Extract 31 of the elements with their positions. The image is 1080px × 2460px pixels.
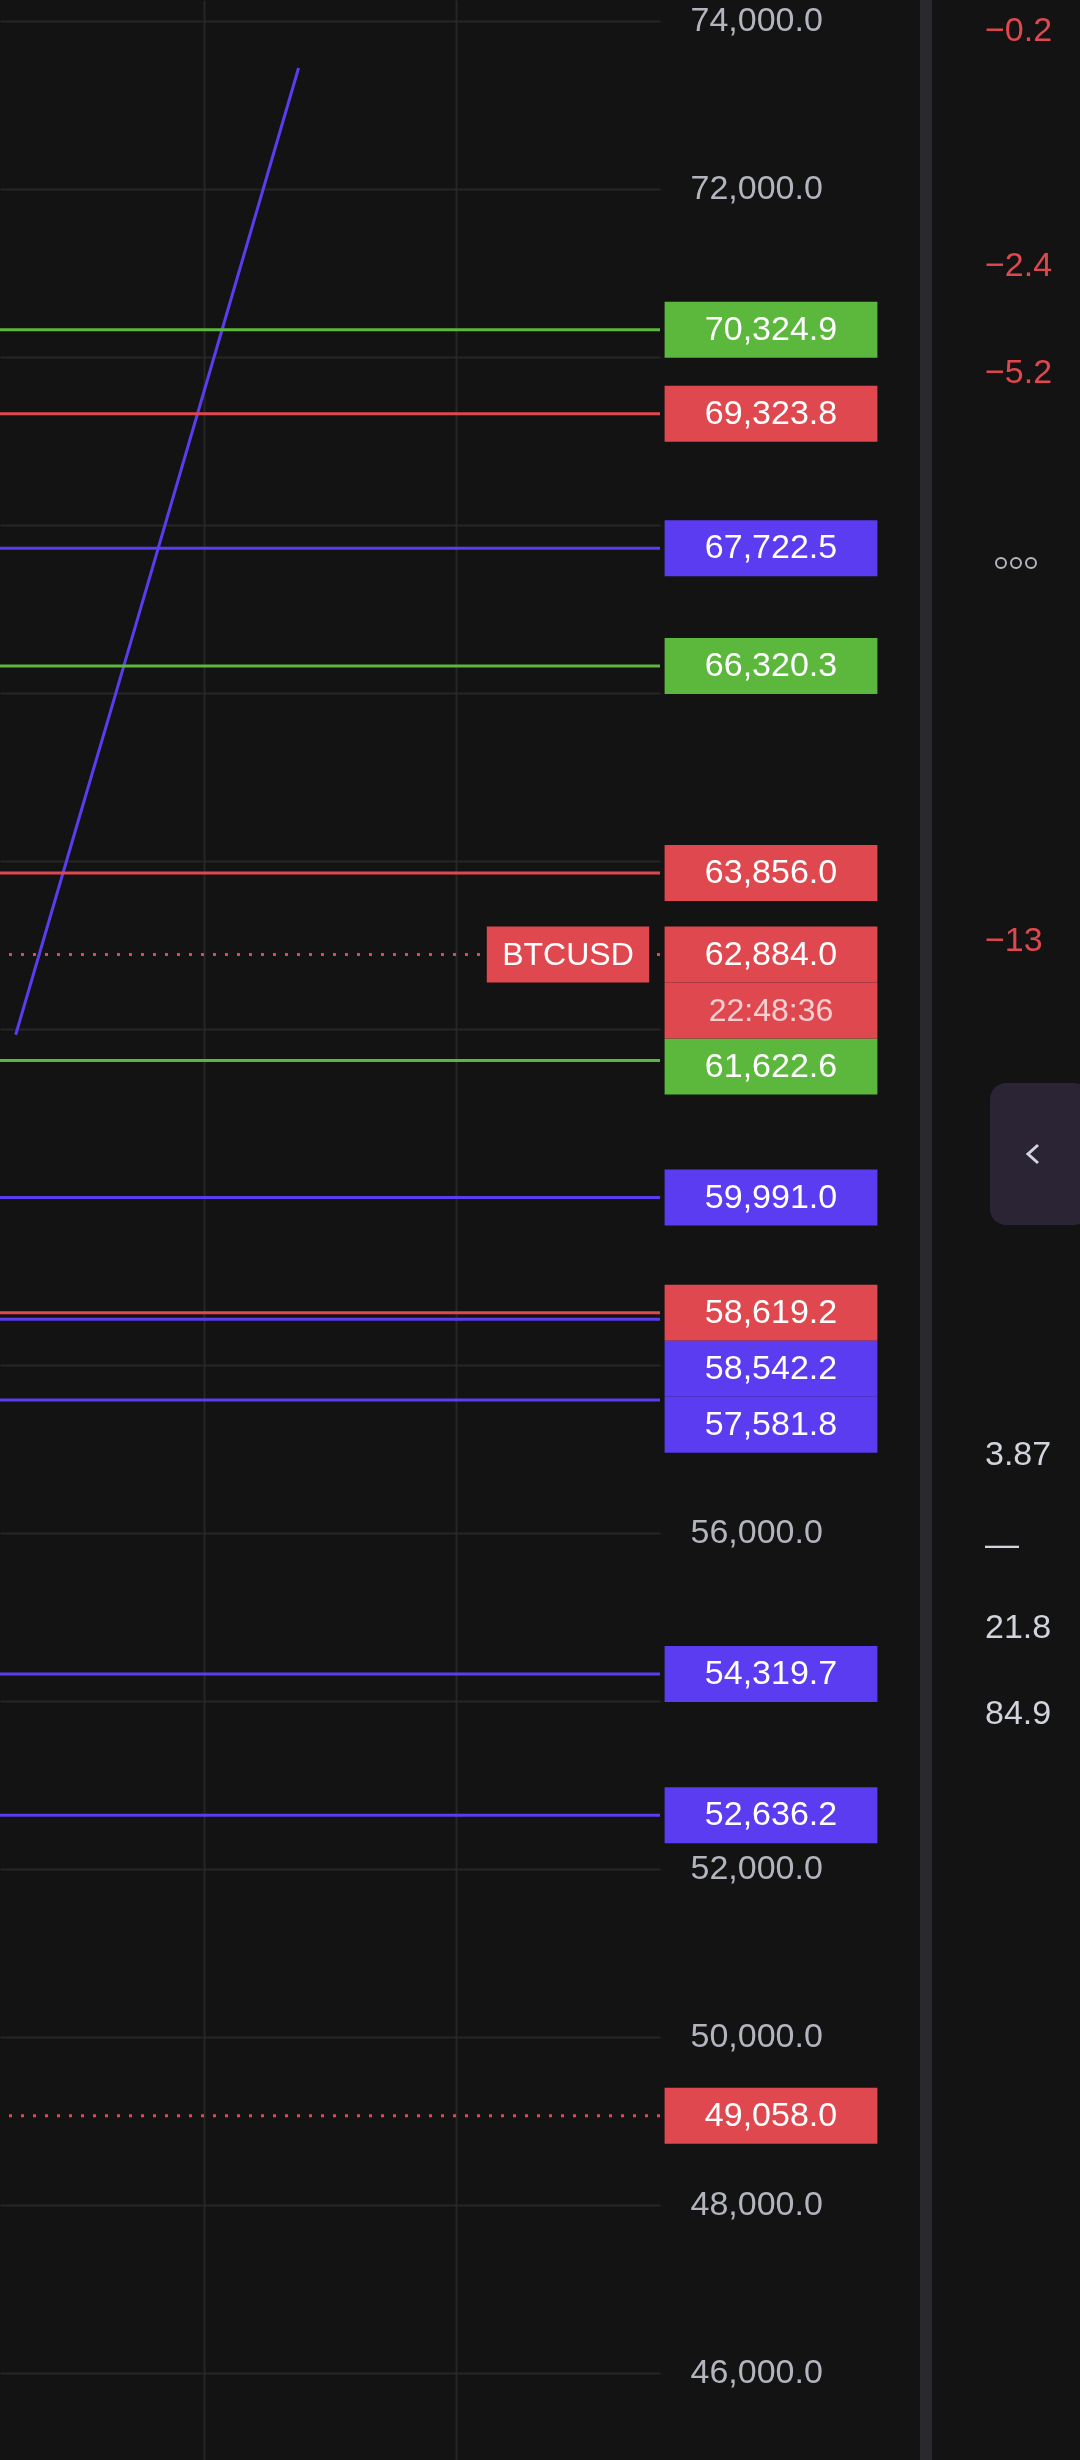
text: −0.2 bbox=[985, 10, 1053, 49]
text: 3.87 bbox=[985, 1434, 1052, 1473]
ref-line-label: 49,058.0 bbox=[704, 2094, 838, 2133]
ref-line-label: 66,320.3 bbox=[704, 645, 838, 683]
text: 22:48:36 bbox=[708, 991, 834, 1028]
ref-line-label: 67,722.5 bbox=[704, 527, 838, 566]
text: −2.4 bbox=[985, 245, 1053, 284]
y-tick-label: 50,000.0 bbox=[690, 2016, 823, 2055]
ref-line-label: 54,319.7 bbox=[704, 1652, 838, 1691]
y-tick-label: 46,000.0 bbox=[690, 2352, 823, 2391]
y-tick-label: 52,000.0 bbox=[690, 1848, 823, 1887]
ref-line-label: 52,636.2 bbox=[704, 1794, 838, 1833]
ref-line-label: 61,622.6 bbox=[704, 1045, 838, 1084]
ref-line-label: 69,323.8 bbox=[704, 392, 838, 431]
y-tick-label: 48,000.0 bbox=[690, 2184, 823, 2223]
y-tick-label: 74,000.0 bbox=[690, 0, 823, 39]
y-tick-label: 72,000.0 bbox=[690, 168, 823, 207]
text: −13 bbox=[985, 920, 1043, 959]
text: — bbox=[985, 1524, 1019, 1563]
text: 84.9 bbox=[985, 1693, 1052, 1732]
annotation: BTCUSD bbox=[502, 935, 634, 972]
y-tick-label: 56,000.0 bbox=[690, 1512, 823, 1551]
ref-line-label: 58,619.2 bbox=[704, 1291, 838, 1330]
ref-line-label: 59,991.0 bbox=[704, 1176, 838, 1215]
ref-line-label: 58,542.2 bbox=[704, 1347, 838, 1386]
ref-line-label: 70,324.9 bbox=[704, 308, 838, 347]
ref-line-label: 57,581.8 bbox=[704, 1403, 838, 1442]
ref-line-label: 63,856.0 bbox=[704, 851, 838, 890]
text: 21.8 bbox=[985, 1607, 1052, 1646]
ref-line-label: 62,884.0 bbox=[704, 933, 838, 972]
text: −5.2 bbox=[985, 352, 1053, 391]
